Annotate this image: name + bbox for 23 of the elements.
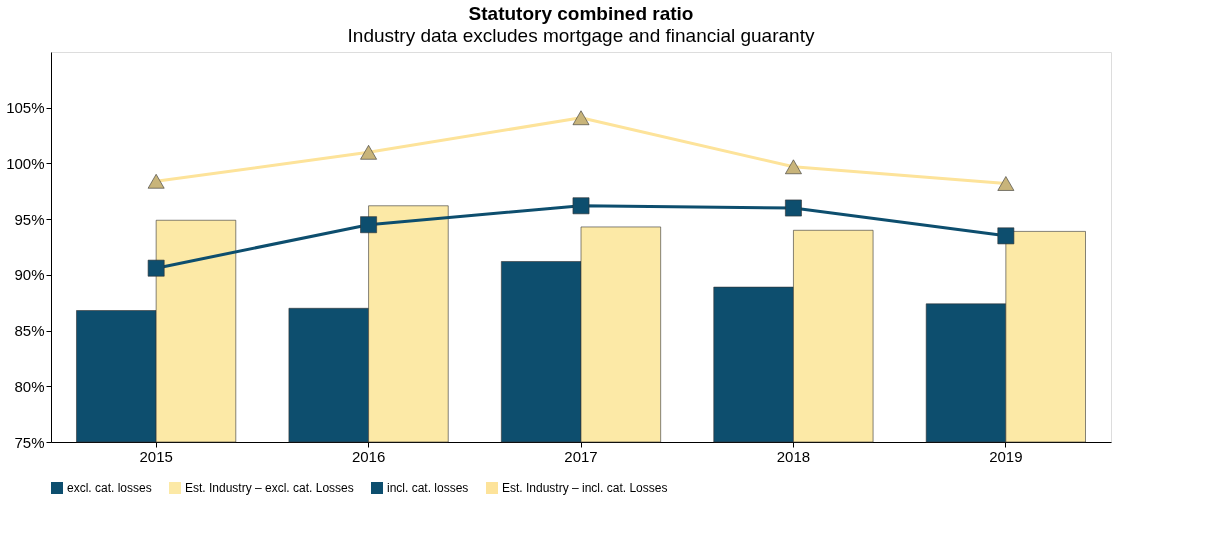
x-tick-label: 2016 xyxy=(351,447,386,465)
x-tick-label: 2017 xyxy=(564,447,598,465)
legend-label: Est. Industry – incl. cat. Losses xyxy=(502,481,668,495)
y-tick-label: 100% xyxy=(6,154,45,172)
legend-label: excl. cat. losses xyxy=(67,481,152,495)
point xyxy=(785,199,802,217)
point xyxy=(572,197,590,215)
x-tick-label: 2019 xyxy=(989,447,1023,465)
y-tick-label: 90% xyxy=(14,266,45,284)
point xyxy=(360,216,377,234)
legend-label: Est. Industry – excl. cat. Losses xyxy=(185,481,354,495)
chart-title: Statutory combined ratio xyxy=(468,3,694,24)
point xyxy=(997,227,1015,245)
legend-label: incl. cat. losses xyxy=(387,481,469,495)
y-tick-label: 75% xyxy=(14,433,45,451)
y-tick-label: 85% xyxy=(14,322,45,340)
y-tick-label: 95% xyxy=(14,210,45,228)
chart-subtitle: Industry data excludes mortgage and financial guaranty xyxy=(347,25,815,46)
x-tick-label: 2015 xyxy=(139,447,173,465)
y-tick-label: 105% xyxy=(6,99,45,117)
point xyxy=(147,259,165,277)
x-tick-label: 2018 xyxy=(776,447,811,465)
y-tick-label: 80% xyxy=(14,377,45,395)
